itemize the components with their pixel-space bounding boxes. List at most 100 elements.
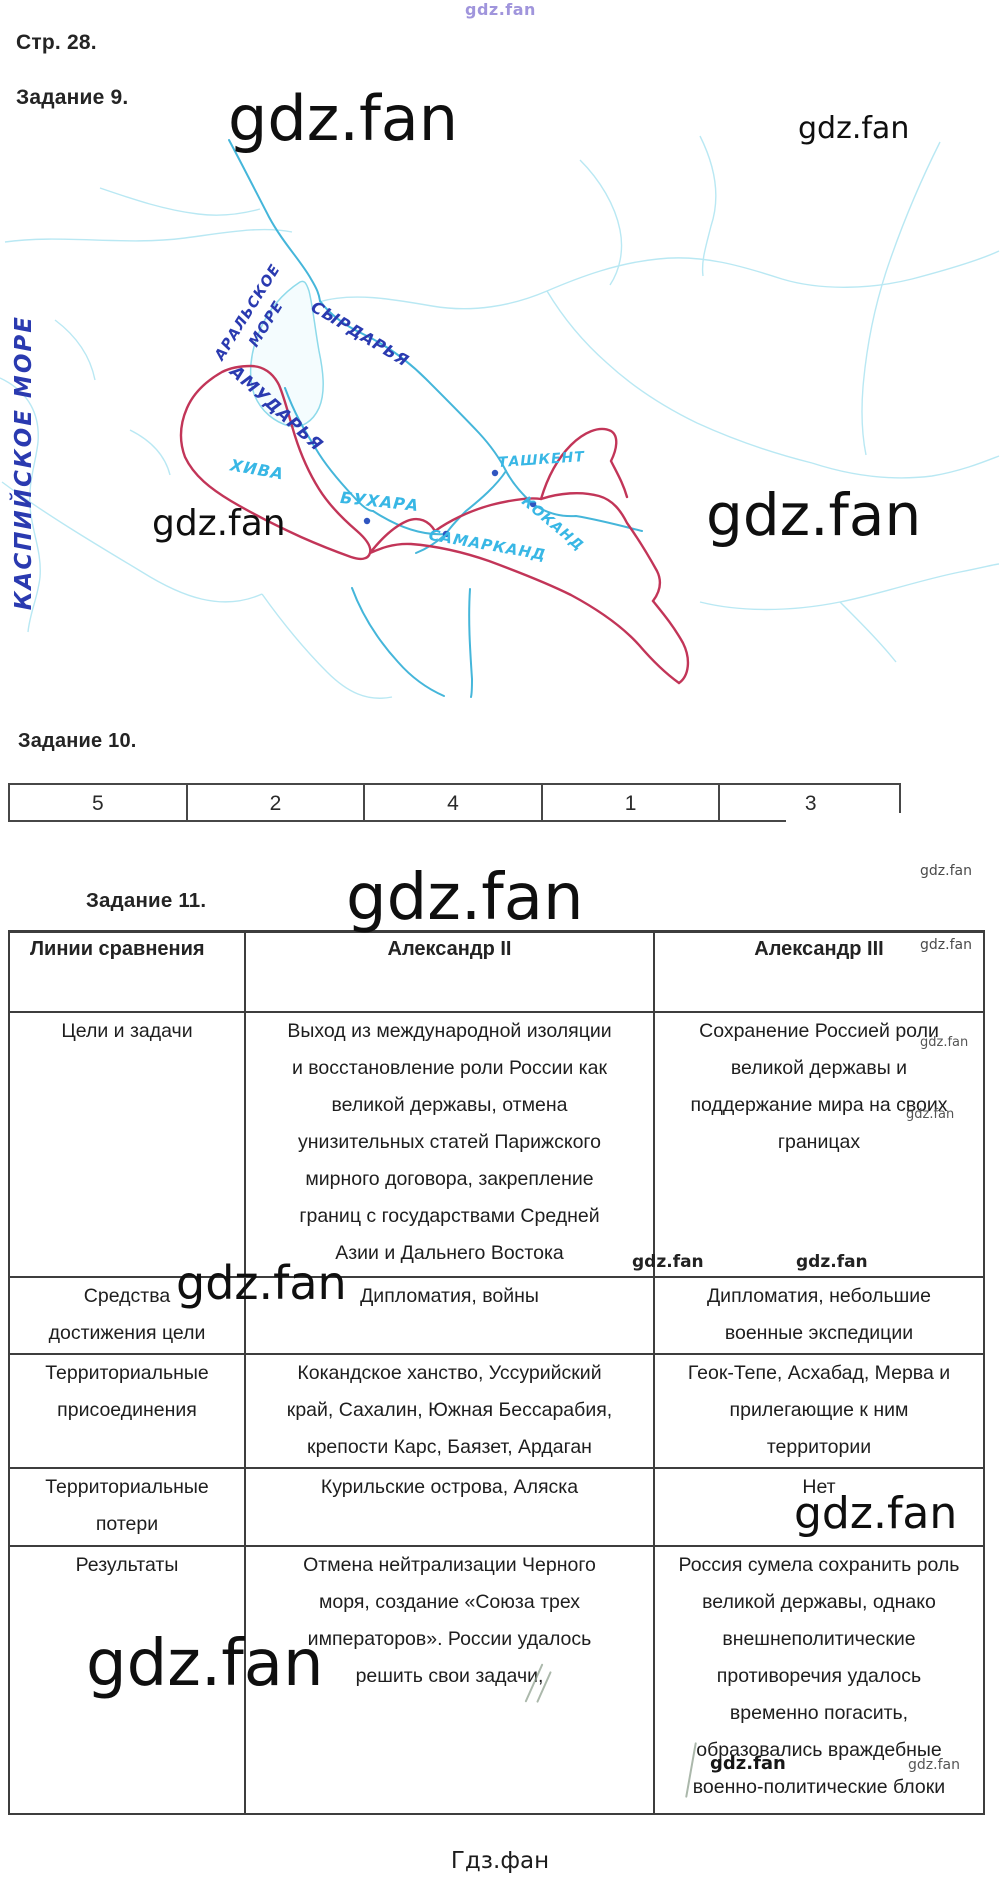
map-canvas — [0, 135, 1000, 699]
river-amudarya — [284, 387, 374, 512]
watermark-gdz-fan: gdz.fan — [920, 1035, 969, 1050]
table-row-territorial-gains: Территориальные присоединения Кокандское… — [10, 1355, 983, 1469]
row-label: Территориальные потери — [10, 1469, 246, 1545]
khanate-borders-red — [179, 364, 690, 685]
task10-cell: 3 — [804, 791, 817, 815]
table-header-row: Линии сравнения Александр II Александр I… — [10, 933, 983, 1013]
cell-line: военно-политические блоки — [692, 1776, 946, 1798]
cell-line: прилегающие к ним — [729, 1399, 909, 1421]
cell-line: присоединения — [57, 1399, 197, 1421]
task10-cell: 2 — [188, 785, 366, 822]
map-label-caspian-sea: КАСПИЙСКОЕ МОРЕ — [10, 315, 37, 611]
table-row-results: Результаты Отмена нейтрализации Черного … — [10, 1547, 983, 1813]
site-footer-brand: Гдз.фан — [450, 1848, 550, 1874]
cell-line: Курильские острова, Аляска — [320, 1476, 579, 1498]
task11-comparison-table: Линии сравнения Александр II Александр I… — [8, 930, 985, 1815]
alexander-2-goals: Выход из международной изоляции и восста… — [246, 1013, 655, 1276]
alexander-3-results: Россия сумела сохранить роль великой дер… — [655, 1547, 983, 1813]
cell-line: внешнеполитические — [722, 1628, 916, 1650]
task10-table-bottom-border — [8, 820, 786, 822]
cell-line: Территориальные — [45, 1362, 209, 1384]
page-title: Стр. 28. — [16, 31, 97, 54]
cell-line: моря, создание «Союза трех — [318, 1591, 581, 1613]
cell-line: Выход из международной изоляции — [287, 1020, 612, 1042]
cell-line: Дипломатия, войны — [360, 1285, 539, 1307]
table-row-goals: Цели и задачи Выход из международной изо… — [10, 1013, 983, 1278]
cell-line: унизительных статей Парижского — [298, 1131, 601, 1153]
row-label: Цели и задачи — [10, 1013, 246, 1276]
row-label: Средства достижения цели — [10, 1278, 246, 1353]
cell-line: Территориальные — [45, 1476, 209, 1498]
city-dot-samarkand — [442, 530, 450, 538]
table-row-means: Средства достижения цели Дипломатия, вой… — [10, 1278, 983, 1355]
column-header-comparison-lines: Линии сравнения — [10, 933, 246, 1011]
task10-cell: 1 — [543, 785, 721, 822]
cell-line: территории — [766, 1436, 872, 1458]
task11-heading: Задание 11. — [86, 889, 207, 912]
cell-line: и восстановление роли России как — [291, 1057, 607, 1079]
cell-line: Нет — [802, 1476, 836, 1498]
alexander-2-losses: Курильские острова, Аляска — [246, 1469, 655, 1545]
task10-heading: Задание 10. — [18, 730, 137, 752]
alexander-3-goals: Сохранение Россией роли великой державы … — [655, 1013, 983, 1276]
cell-line: Отмена нейтрализации Черного — [303, 1554, 596, 1576]
cell-line: Средства — [83, 1285, 171, 1307]
city-dot-tashkent — [491, 469, 499, 477]
watermark-gdz-fan: gdz.fan — [798, 111, 910, 146]
watermark-gdz-fan: gdz.fan — [632, 1252, 704, 1272]
cell-line: границ с государствами Средней — [299, 1205, 600, 1227]
cell-line: мирного договора, закрепление — [305, 1168, 594, 1190]
watermark-gdz-fan: gdz.fan — [710, 1753, 786, 1774]
cell-line: потери — [95, 1513, 159, 1535]
river-upper-course — [228, 139, 321, 302]
cell-line: Дипломатия, небольшие — [706, 1285, 932, 1307]
watermark-gdz-fan: gdz.fan — [920, 937, 972, 953]
row-label: Результаты — [10, 1547, 246, 1813]
watermark-gdz-fan: gdz.fan — [796, 1252, 868, 1272]
watermark-gdz-fan: gdz.fan — [176, 1256, 347, 1310]
column-header-alexander-2: Александр II — [246, 933, 655, 1011]
cell-line: край, Сахалин, Южная Бессарабия, — [286, 1399, 613, 1421]
task9-contour-map: КАСПИЙСКОЕ МОРЕ АРАЛЬСКОЕ МОРЕ СЫРДАРЬЯ … — [0, 130, 1000, 700]
city-dot-bukhara — [363, 517, 371, 525]
cell-line: образовались враждебные — [696, 1739, 942, 1761]
watermark-gdz-fan: gdz.fan — [920, 863, 972, 879]
cell-line: великой державы, однако — [702, 1591, 936, 1613]
cell-line: Результаты — [75, 1554, 179, 1576]
row-label: Территориальные присоединения — [10, 1355, 246, 1467]
alexander-2-results: Отмена нейтрализации Черного моря, созда… — [246, 1547, 655, 1813]
cell-line: великой державы, отмена — [331, 1094, 568, 1116]
task9-heading: Задание 9. — [16, 86, 129, 109]
cell-line: Геок-Тепе, Асхабад, Мерва и — [687, 1362, 951, 1384]
watermark-gdz-fan: gdz.fan — [86, 1627, 324, 1701]
alexander-2-means: Дипломатия, войны — [246, 1278, 655, 1353]
city-dot-kokand — [529, 500, 537, 508]
table-row-territorial-losses: Территориальные потери Курильские остров… — [10, 1469, 983, 1547]
alexander-3-gains: Геок-Тепе, Асхабад, Мерва и прилегающие … — [655, 1355, 983, 1467]
task10-answer-table: 5 2 4 1 3 — [8, 783, 901, 822]
watermark-gdz-fan: gdz.fan — [706, 481, 922, 549]
column-header-alexander-3: Александр III — [754, 938, 884, 960]
bukhara-emirate-border — [369, 491, 690, 685]
cell-line: достижения цели — [48, 1322, 206, 1344]
alexander-3-means: Дипломатия, небольшие военные экспедиции — [655, 1278, 983, 1353]
watermark-gdz-fan: gdz.fan — [908, 1757, 960, 1773]
city-dots — [363, 469, 537, 538]
alexander-2-gains: Кокандское ханство, Уссурийский край, Са… — [246, 1355, 655, 1467]
watermark-gdz-fan: gdz.fan — [906, 1107, 955, 1122]
cell-line: военные экспедиции — [724, 1322, 914, 1344]
cell-line: крепости Карс, Баязет, Ардаган — [307, 1436, 592, 1458]
cell-line: Цели и задачи — [61, 1020, 193, 1042]
task10-cell: 5 — [10, 785, 188, 822]
task10-table-right-border — [899, 783, 901, 813]
cell-line: Азии и Дальнего Востока — [335, 1242, 564, 1264]
river-syrdarya — [319, 300, 507, 472]
kokand-khanate-border — [539, 427, 629, 501]
watermark-gdz-fan: gdz.fan — [346, 861, 584, 935]
cell-line: великой державы и — [730, 1057, 908, 1079]
watermark-gdz-fan: gdz.fan — [228, 82, 459, 155]
map-river-lines — [228, 139, 643, 698]
map-contour-lines — [0, 135, 1000, 699]
cell-line: Россия сумела сохранить роль — [678, 1554, 960, 1576]
